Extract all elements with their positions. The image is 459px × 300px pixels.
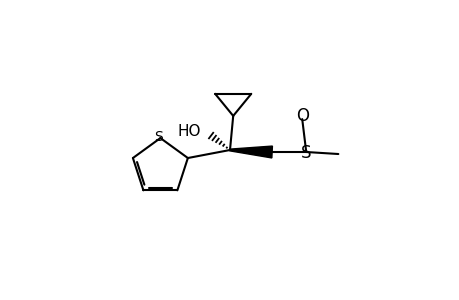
Text: O: O (295, 106, 308, 124)
Text: S: S (300, 144, 311, 162)
Text: HO: HO (178, 124, 201, 139)
Polygon shape (230, 146, 272, 158)
Text: S: S (154, 130, 162, 144)
